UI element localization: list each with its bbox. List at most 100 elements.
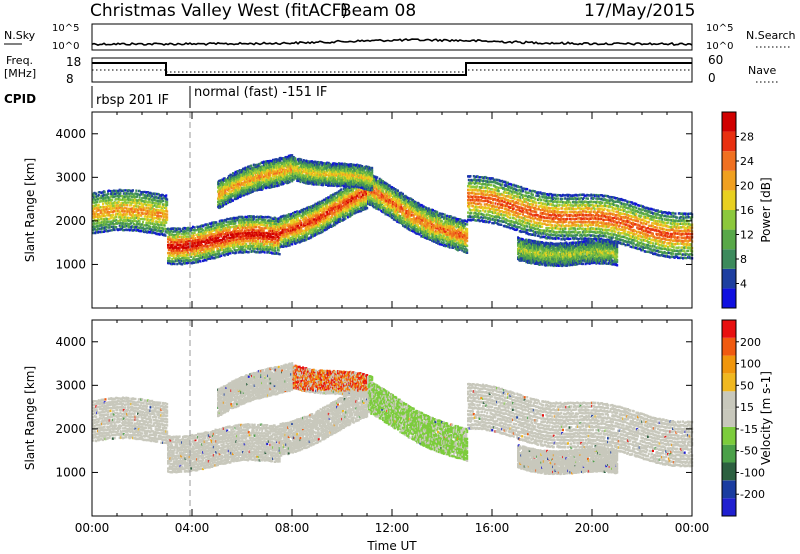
heatmap-cell	[275, 217, 278, 221]
heatmap-cell	[266, 224, 269, 227]
heatmap-cell	[352, 197, 354, 200]
heatmap-cell	[103, 190, 106, 194]
heatmap-cell	[318, 222, 321, 225]
heatmap-cell	[379, 186, 382, 189]
heatmap-cell	[164, 203, 167, 206]
heatmap-cell	[102, 230, 105, 233]
heatmap-cell	[207, 225, 210, 229]
heatmap-cell	[124, 207, 127, 210]
heatmap-cell	[321, 199, 324, 203]
heatmap-cell	[203, 235, 206, 238]
beam-label: Beam 08	[340, 1, 416, 21]
heatmap-cell	[155, 202, 158, 205]
heatmap-cell	[281, 227, 284, 230]
heatmap-cell	[171, 233, 174, 236]
heatmap-cell	[387, 194, 389, 198]
heatmap-cell	[249, 228, 252, 231]
heatmap-cell	[305, 230, 308, 234]
heatmap-cell	[380, 178, 383, 182]
heatmap-cell	[272, 227, 274, 230]
heatmap-cell	[160, 215, 163, 218]
heatmap-cell	[156, 220, 159, 224]
heatmap-cell	[107, 208, 109, 211]
heatmap-cell	[183, 262, 186, 265]
cpid-mode-normal: normal (fast) -151 IF	[194, 85, 327, 100]
heatmap-cell	[167, 246, 169, 249]
heatmap-cell	[157, 220, 160, 223]
heatmap-cell	[227, 225, 229, 229]
heatmap-cell	[329, 223, 332, 226]
heatmap-cell	[141, 223, 144, 226]
heatmap-cell	[183, 249, 186, 252]
heatmap-cell	[327, 222, 329, 225]
heatmap-cell	[326, 216, 329, 219]
heatmap-cell	[347, 196, 349, 199]
heatmap-cell	[224, 223, 227, 227]
heatmap-cell	[186, 229, 189, 232]
heatmap-cell	[254, 245, 257, 248]
heatmap-cell	[135, 205, 138, 208]
heatmap-cell	[219, 238, 222, 242]
heatmap-cell	[375, 204, 378, 207]
heatmap-cell	[379, 206, 382, 210]
heatmap-cell	[127, 216, 130, 220]
heatmap-cell	[390, 206, 393, 210]
heatmap-cell	[132, 214, 135, 217]
heatmap-cell	[344, 214, 347, 217]
heatmap-cell	[290, 239, 293, 242]
heatmap-cell	[262, 218, 264, 222]
heatmap-cell	[138, 220, 141, 223]
heatmap-cell	[205, 231, 208, 234]
heatmap-cell	[284, 235, 287, 238]
heatmap-cell	[267, 248, 270, 251]
heatmap-cell	[189, 250, 192, 253]
heatmap-cell	[377, 187, 380, 190]
heatmap-cell	[142, 205, 144, 208]
heatmap-cell	[286, 230, 289, 233]
heatmap-cell	[389, 189, 392, 192]
heatmap-cell	[203, 229, 206, 233]
heatmap-cell	[228, 228, 231, 232]
heatmap-cell	[290, 222, 293, 225]
heatmap-cell	[182, 238, 185, 242]
heatmap-cell	[382, 190, 384, 193]
heatmap-cell	[392, 201, 395, 205]
heatmap-cell	[246, 240, 249, 243]
heatmap-cell	[243, 237, 246, 240]
heatmap-cell	[183, 235, 186, 238]
heatmap-cell	[263, 242, 266, 246]
heatmap-cell	[287, 223, 290, 226]
heatmap-cell	[309, 215, 312, 218]
heatmap-cell	[338, 220, 341, 223]
heatmap-cell	[142, 203, 144, 206]
nave-tick-high: 60	[708, 53, 723, 67]
heatmap-cell	[213, 226, 216, 230]
heatmap-cell	[343, 205, 346, 208]
heatmap-cell	[394, 210, 397, 213]
heatmap-cell	[272, 249, 274, 252]
heatmap-cell	[335, 210, 338, 213]
heatmap-cell	[229, 222, 232, 226]
heatmap-cell	[347, 216, 349, 219]
heatmap-cell	[126, 204, 129, 207]
heatmap-cell	[227, 252, 230, 255]
heatmap-cell	[380, 193, 383, 196]
heatmap-cell	[138, 196, 141, 199]
heatmap-cell	[336, 191, 339, 194]
heatmap-cell	[144, 227, 147, 230]
freq-unit-label: [MHz]	[4, 67, 36, 80]
heatmap-cell	[300, 226, 303, 229]
heatmap-cell	[292, 226, 294, 229]
heatmap-cell	[377, 191, 380, 195]
heatmap-cell	[164, 234, 167, 237]
heatmap-cell	[165, 221, 168, 224]
heatmap-cell	[350, 209, 353, 212]
heatmap-cell	[337, 203, 339, 206]
heatmap-cell	[267, 215, 270, 219]
heatmap-cell	[257, 229, 260, 232]
heatmap-cell	[349, 204, 352, 208]
heatmap-cell	[327, 196, 330, 199]
heatmap-cell	[297, 224, 299, 227]
heatmap-cell	[326, 210, 329, 214]
heatmap-cell	[181, 263, 184, 266]
